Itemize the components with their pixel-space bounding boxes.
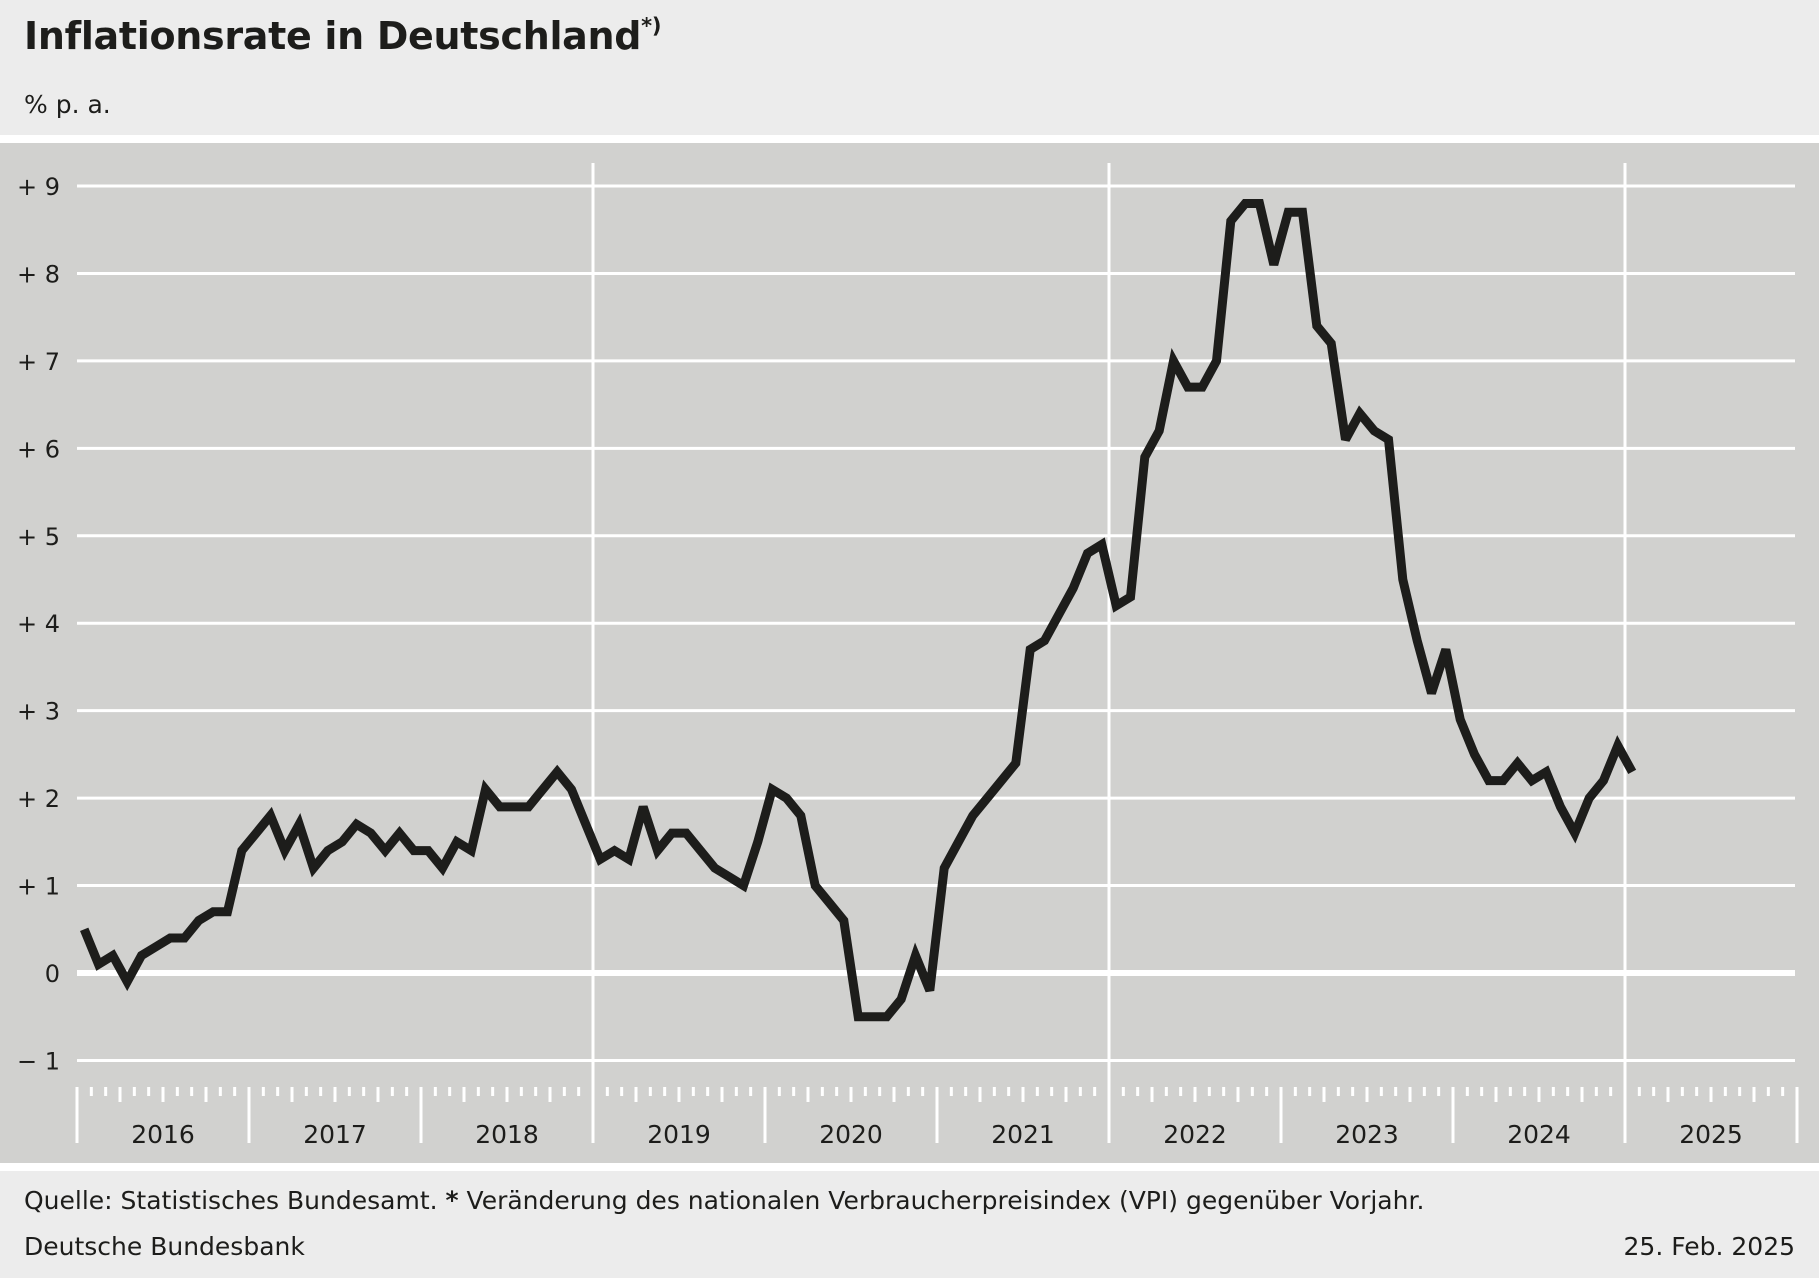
y-tick-label: − 1 [17, 1047, 60, 1075]
y-tick-label: + 4 [17, 610, 60, 638]
series-line-inflation [80, 199, 1637, 1022]
chart-title: Inflationsrate in Deutschland*) [24, 14, 661, 58]
x-year-label-2019: 2019 [647, 1120, 711, 1149]
publisher-label: Deutsche Bundesbank [24, 1232, 305, 1261]
top-separator [0, 135, 1819, 143]
plot-background [0, 143, 1819, 1163]
y-tick-label: + 5 [17, 523, 60, 551]
x-axis: 2016 2017 2018 2019 2020 2021 2022 2023 2024 2025 [75, 1087, 1799, 1149]
x-year-label-2017: 2017 [303, 1120, 367, 1149]
y-tick-label: + 1 [17, 873, 60, 901]
footnote-mark: * [445, 1186, 459, 1215]
source-note: Quelle: Statistisches Bundesamt. * Verän… [24, 1186, 1424, 1215]
title-footnote-mark: *) [641, 14, 662, 38]
series-group [80, 199, 1637, 1022]
y-tick-label: + 9 [17, 173, 60, 201]
x-year-label-2021: 2021 [991, 1120, 1055, 1149]
x-year-label-2018: 2018 [475, 1120, 539, 1149]
y-tick-label: + 8 [17, 260, 60, 288]
y-tick-label: + 3 [17, 698, 60, 726]
y-tick-labels: − 1 0 + 1 + 2 + 3 + 4 + 5 + 6 + 7 + 8 + 9 [17, 173, 60, 1075]
x-year-label-2025: 2025 [1679, 1120, 1743, 1149]
footnote-text: Veränderung des nationalen Verbraucherpr… [466, 1186, 1425, 1215]
y-tick-label: 0 [45, 960, 60, 988]
x-year-label-2016: 2016 [131, 1120, 195, 1149]
x-year-label-2020: 2020 [819, 1120, 883, 1149]
chart-title-text: Inflationsrate in Deutschland [24, 14, 642, 58]
x-year-label-2022: 2022 [1163, 1120, 1227, 1149]
x-year-label-2024: 2024 [1507, 1120, 1571, 1149]
year-dividers [591, 163, 1627, 1143]
unit-label: % p. a. [24, 90, 111, 119]
source-text: Quelle: Statistisches Bundesamt. [24, 1186, 438, 1215]
y-tick-label: + 7 [17, 348, 60, 376]
publication-date: 25. Feb. 2025 [1623, 1232, 1795, 1261]
bottom-separator [0, 1163, 1819, 1171]
y-tick-label: + 2 [17, 785, 60, 813]
x-year-label-2023: 2023 [1335, 1120, 1399, 1149]
y-tick-label: + 6 [17, 435, 60, 463]
